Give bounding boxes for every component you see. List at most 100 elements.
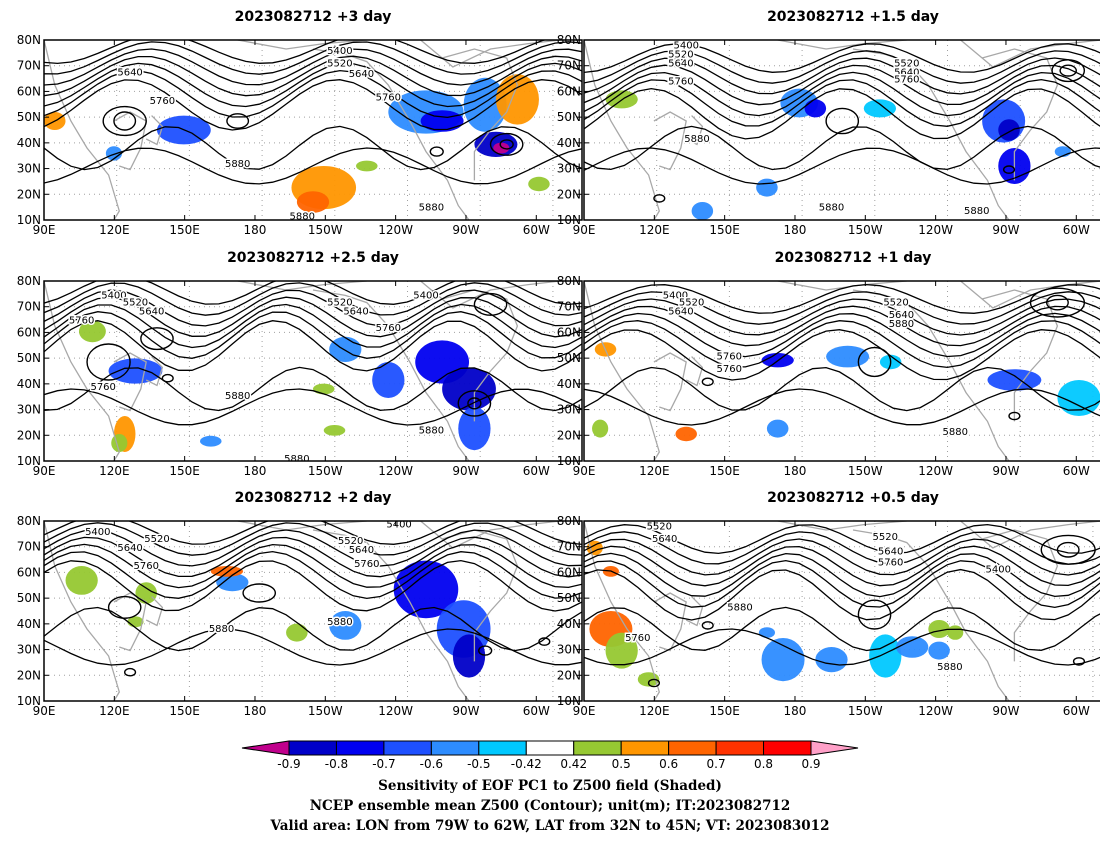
- z500-contour: [44, 522, 582, 556]
- y-tick-label: 40N: [557, 617, 581, 631]
- contour-label: 5880: [727, 602, 752, 613]
- x-tick-label: 120E: [99, 704, 130, 718]
- z500-contour: [584, 545, 1100, 587]
- x-tick-label: 90W: [992, 704, 1019, 718]
- x-tick-label: 90W: [452, 223, 479, 237]
- y-tick-label: 80N: [17, 33, 41, 47]
- x-tick-label: 120E: [639, 223, 670, 237]
- colorbar-label: 0.8: [754, 757, 773, 771]
- z500-contour: [584, 50, 1100, 84]
- y-tick-label: 60N: [17, 84, 41, 98]
- z500-contour: [44, 40, 547, 65]
- sensitivity-shading: [804, 99, 827, 118]
- coastline: [113, 111, 147, 171]
- sensitivity-shading: [329, 611, 362, 640]
- contour-label: 5640: [139, 307, 164, 318]
- z500-closed-contour: [1059, 64, 1077, 77]
- colorbar-box: [430, 740, 480, 756]
- coastline: [685, 115, 704, 146]
- coastline: [960, 521, 1100, 549]
- z500-contour: [584, 312, 1100, 358]
- z500-contour: [584, 329, 1100, 381]
- y-tick-label: 10N: [557, 454, 581, 468]
- z500-closed-contour: [1040, 534, 1096, 565]
- z500-contour: [584, 87, 1100, 140]
- sensitivity-shading: [592, 419, 609, 438]
- z500-closed-contour: [538, 637, 551, 646]
- y-tick-label: 20N: [557, 668, 581, 682]
- coastline: [981, 289, 1059, 422]
- coastline: [960, 40, 1100, 68]
- y-tick-label: 60N: [557, 325, 581, 339]
- contour-label: 5520: [873, 532, 898, 543]
- z500-contour: [44, 62, 582, 108]
- sensitivity-shading: [826, 345, 870, 368]
- x-tick-label: 180: [244, 223, 267, 237]
- z500-contour: [44, 296, 582, 338]
- sensitivity-shading: [286, 623, 308, 642]
- sensitivity-shading: [756, 178, 778, 197]
- contour-label: 5880: [225, 391, 250, 402]
- caption-line-3: Valid area: LON from 79W to 62W, LAT fro…: [270, 818, 830, 834]
- sensitivity-shading: [452, 634, 486, 678]
- z500-contour: [584, 64, 1100, 106]
- sensitivity-shading: [65, 566, 98, 595]
- contour-label: 5400: [673, 40, 698, 51]
- contour-label: 5880: [937, 662, 962, 673]
- z500-closed-contour: [478, 645, 493, 656]
- x-tick-label: 120W: [378, 464, 413, 478]
- y-tick-label: 80N: [557, 274, 581, 288]
- y-tick-label: 30N: [557, 162, 581, 176]
- y-tick-label: 20N: [17, 428, 41, 442]
- coastline: [441, 529, 519, 662]
- contour-label: 5640: [668, 307, 693, 318]
- sensitivity-shading: [691, 202, 714, 220]
- colorbar-label: 0.7: [707, 757, 726, 771]
- map-frame: [583, 39, 1100, 221]
- x-tick-label: 120W: [918, 464, 953, 478]
- z500-contour: [44, 147, 582, 185]
- z500-contour: [584, 125, 1100, 171]
- y-tick-label: 80N: [557, 33, 581, 47]
- coastline: [981, 48, 1059, 181]
- sensitivity-shading: [758, 627, 775, 638]
- colorbar-label: 0.6: [659, 757, 678, 771]
- contour-label: 5520: [679, 298, 704, 309]
- z500-closed-contour: [1008, 411, 1021, 421]
- x-tick-label: 90E: [33, 223, 56, 237]
- sensitivity-shading: [108, 358, 163, 384]
- z500-contour: [584, 523, 1100, 555]
- y-tick-label: 20N: [557, 428, 581, 442]
- sensitivity-shading: [393, 560, 459, 619]
- z500-closed-contour: [86, 343, 131, 381]
- sensitivity-shading: [200, 435, 222, 447]
- y-tick-label: 50N: [17, 351, 41, 365]
- map-frame: [43, 280, 583, 462]
- map-frame: [583, 520, 1100, 702]
- y-tick-label: 30N: [17, 403, 41, 417]
- contour-label: 5760: [717, 352, 742, 363]
- contour-label: 5880: [209, 624, 234, 635]
- z500-contour: [584, 147, 1100, 185]
- sensitivity-shading: [947, 625, 964, 640]
- contour-label: 5400: [85, 527, 110, 538]
- x-tick-label: 60W: [523, 464, 550, 478]
- coastline: [312, 289, 470, 461]
- contour-label: 5760: [878, 557, 903, 568]
- contour-label: 5880: [964, 206, 989, 217]
- coastline: [584, 40, 661, 220]
- contour-label: 5400: [986, 565, 1011, 576]
- z500-closed-contour: [140, 327, 174, 351]
- contour-label: 5400: [386, 520, 411, 531]
- colorbar-box: [478, 740, 527, 756]
- x-tick-label: 60W: [1063, 223, 1090, 237]
- colorbar-box: [715, 740, 765, 756]
- sensitivity-shading: [998, 119, 1020, 141]
- coastline: [145, 115, 164, 146]
- sensitivity-shading: [78, 320, 106, 343]
- x-tick-label: 150W: [308, 704, 343, 718]
- z500-closed-contour: [1051, 59, 1086, 83]
